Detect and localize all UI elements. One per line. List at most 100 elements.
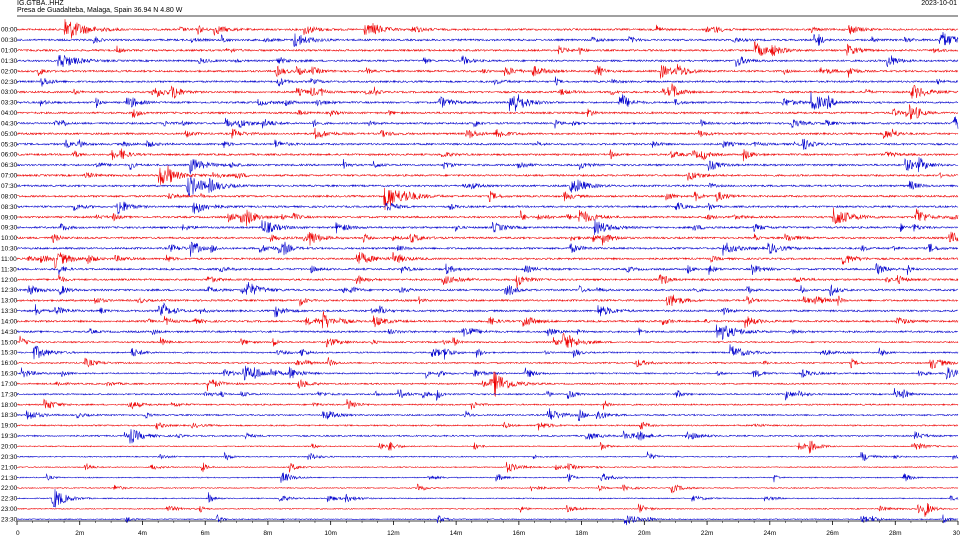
trace-line [16, 207, 959, 227]
x-tick-label: 18m [575, 530, 588, 537]
row-label: 08:30 [1, 204, 18, 211]
row-label: 07:30 [1, 183, 18, 190]
row-label: 22:00 [1, 485, 18, 492]
trace-line [16, 472, 959, 483]
row-label: 21:00 [1, 464, 18, 471]
trace-line [16, 489, 959, 508]
row-label: 09:00 [1, 214, 18, 221]
row-label: 18:00 [1, 402, 18, 409]
x-tick-label: 6m [201, 530, 210, 537]
x-tick-label: 26m [826, 530, 839, 537]
row-label: 15:30 [1, 350, 18, 357]
row-label: 19:00 [1, 423, 18, 430]
trace-line [16, 357, 959, 370]
trace-line [16, 148, 959, 162]
trace-line [16, 371, 959, 397]
row-label: 17:00 [1, 381, 18, 388]
row-label: 02:30 [1, 79, 18, 86]
row-label: 06:30 [1, 162, 18, 169]
trace-line [16, 332, 959, 348]
trace-line [16, 91, 959, 112]
trace-line [16, 31, 959, 47]
trace-line [16, 251, 959, 269]
row-label: 20:30 [1, 454, 18, 461]
row-label: 16:00 [1, 360, 18, 367]
trace-line [16, 63, 959, 79]
row-label: 00:00 [1, 27, 18, 34]
row-label: 06:00 [1, 152, 18, 159]
trace-line [16, 282, 959, 297]
trace-line [16, 127, 959, 139]
trace-line [16, 219, 959, 235]
trace-line [17, 451, 959, 461]
trace-line [16, 83, 959, 99]
row-label: 23:00 [1, 506, 18, 513]
trace-line [16, 513, 959, 526]
row-label: 10:00 [1, 235, 18, 242]
row-label: 20:00 [1, 444, 18, 451]
station-label: IG.GTBA..HHZ [17, 0, 64, 7]
trace-line [16, 311, 959, 329]
row-label: 18:30 [1, 412, 18, 419]
row-label: 03:30 [1, 100, 18, 107]
trace-line [16, 408, 959, 422]
row-label: 15:00 [1, 339, 18, 346]
row-label: 17:30 [1, 391, 18, 398]
trace-line [16, 502, 959, 517]
x-tick-label: 10m [324, 530, 337, 537]
row-label: 22:30 [1, 496, 18, 503]
row-label: 11:30 [1, 266, 17, 273]
trace-line [16, 429, 959, 444]
trace-line [16, 201, 959, 215]
trace-line [16, 187, 959, 210]
x-tick-label: 28m [889, 530, 902, 537]
trace-line [16, 365, 959, 381]
trace-line [16, 344, 959, 360]
trace-line [16, 231, 959, 246]
x-tick-label: 8m [263, 530, 272, 537]
x-tick-label: 14m [450, 530, 463, 537]
trace-line [16, 302, 959, 318]
row-label: 03:00 [1, 89, 18, 96]
date-label: 2023-10-01 [921, 0, 957, 7]
trace-line [16, 398, 959, 410]
trace-group [16, 19, 959, 526]
x-tick-label: 2m [75, 530, 84, 537]
row-label: 14:00 [1, 318, 18, 325]
row-label: 12:00 [1, 277, 18, 284]
trace-line [16, 440, 959, 454]
trace-line [16, 165, 959, 185]
trace-line [16, 294, 959, 307]
row-label: 12:30 [1, 287, 18, 294]
row-label: 13:30 [1, 308, 18, 315]
x-tick-label: 12m [387, 530, 400, 537]
row-label: 08:00 [1, 193, 18, 200]
location-label: Presa de Guadalteba, Malaga, Spain 36.94… [17, 7, 183, 14]
trace-line [16, 461, 959, 473]
x-tick-label: 0 [16, 530, 20, 537]
trace-line [16, 54, 959, 68]
trace-line [16, 76, 959, 87]
row-label: 09:30 [1, 225, 18, 232]
trace-line [16, 483, 959, 494]
row-label: 13:00 [1, 298, 18, 305]
trace-line [16, 19, 959, 39]
trace-line [16, 324, 959, 341]
x-tick-label: 16m [513, 530, 526, 537]
row-label: 21:30 [1, 475, 18, 482]
trace-line [16, 263, 959, 276]
x-tick-label: 4m [138, 530, 147, 537]
row-label: 04:30 [1, 120, 18, 127]
trace-line [16, 274, 959, 289]
trace-line [16, 176, 959, 197]
row-label: 10:30 [1, 246, 18, 253]
x-tick-label: 22m [701, 530, 714, 537]
trace-line [16, 41, 959, 57]
row-label: 19:30 [1, 433, 18, 440]
row-label: 01:30 [1, 58, 18, 65]
row-label: 07:00 [1, 173, 18, 180]
x-tick-label: 30 [953, 530, 960, 537]
row-label: 16:30 [1, 371, 18, 378]
trace-line [16, 116, 959, 129]
